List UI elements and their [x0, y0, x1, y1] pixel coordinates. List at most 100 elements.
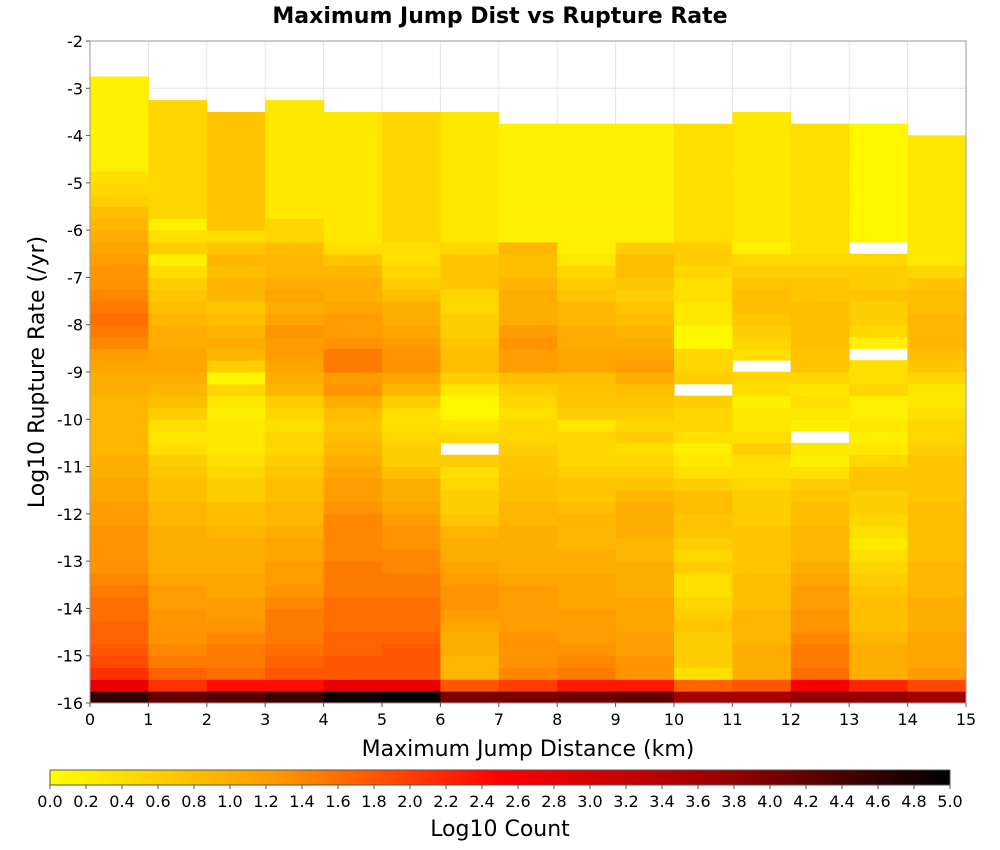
heatmap-cell — [557, 620, 617, 633]
y-tick-label: -2 — [67, 32, 83, 51]
heatmap-cell — [382, 407, 441, 420]
heatmap-cell — [440, 395, 500, 408]
colorbar-tick-label: 0.8 — [181, 792, 206, 811]
colorbar-tick-label: 3.4 — [649, 792, 674, 811]
heatmap-cell — [557, 194, 617, 207]
heatmap-cell — [148, 159, 208, 172]
heatmap-cell — [674, 395, 733, 408]
heatmap-cell — [206, 655, 266, 669]
heatmap-cell — [265, 135, 325, 148]
heatmap-cell — [440, 502, 500, 515]
plot-area — [89, 40, 967, 704]
heatmap-cell — [206, 466, 266, 479]
heatmap-cell — [557, 241, 617, 255]
heatmap-cell — [440, 691, 500, 704]
heatmap-cell — [440, 596, 500, 609]
heatmap-cell — [907, 171, 967, 184]
heatmap-cell — [382, 123, 441, 137]
heatmap-cell — [849, 691, 909, 704]
x-tick-label: 9 — [611, 710, 621, 729]
heatmap-cell — [557, 407, 617, 420]
heatmap-cell — [148, 265, 208, 278]
heatmap-cell — [907, 442, 967, 456]
heatmap-cell — [615, 182, 675, 196]
heatmap-cell — [265, 383, 325, 397]
heatmap-cell — [674, 230, 733, 243]
heatmap-cell — [382, 265, 441, 278]
heatmap-cell — [557, 525, 617, 538]
heatmap-cell — [440, 182, 500, 196]
heatmap-cell — [382, 241, 441, 255]
heatmap-cell — [907, 584, 967, 598]
heatmap-cell — [498, 123, 558, 137]
heatmap-cell — [557, 679, 617, 692]
heatmap-cell — [615, 312, 675, 326]
heatmap-cell — [323, 171, 383, 184]
heatmap-cell — [790, 561, 850, 574]
heatmap-cell — [790, 608, 850, 621]
heatmap-cell — [265, 525, 325, 538]
heatmap-cell — [907, 454, 967, 468]
heatmap-cell — [148, 241, 208, 255]
heatmap-cell — [148, 383, 208, 397]
heatmap-cell — [557, 289, 617, 302]
heatmap-cell — [498, 561, 558, 574]
heatmap-cell — [790, 407, 850, 420]
heatmap-cell — [90, 88, 149, 101]
heatmap-cell — [849, 336, 909, 349]
heatmap-cell — [849, 655, 909, 669]
heatmap-cell — [498, 301, 558, 314]
heatmap-cell — [557, 632, 617, 645]
heatmap-cell — [615, 632, 675, 645]
heatmap-cell — [498, 466, 558, 479]
heatmap-cell — [790, 667, 850, 680]
heatmap-cell — [90, 100, 149, 113]
heatmap-cell — [498, 230, 558, 243]
heatmap-cell — [265, 655, 325, 669]
heatmap-cell — [732, 537, 792, 550]
heatmap-cell — [615, 383, 675, 397]
heatmap-cell — [790, 466, 850, 479]
x-tick-label: 4 — [319, 710, 329, 729]
heatmap-cell — [440, 147, 500, 160]
heatmap-cell — [265, 171, 325, 184]
heatmap-cell — [440, 608, 500, 621]
heatmap-cell — [265, 277, 325, 290]
heatmap-cell — [615, 442, 675, 456]
y-tick-label: -11 — [57, 458, 83, 477]
heatmap-cell — [440, 265, 500, 278]
heatmap-cell — [557, 643, 617, 657]
colorbar-tick-label: 4.2 — [793, 792, 818, 811]
x-tick-label: 11 — [722, 710, 742, 729]
heatmap-cell — [148, 147, 208, 160]
heatmap-cell — [907, 218, 967, 231]
heatmap-cell — [148, 324, 208, 338]
heatmap-cell — [323, 490, 383, 503]
colorbar-tick-label: 0.4 — [109, 792, 134, 811]
heatmap-cell — [90, 289, 149, 302]
heatmap-cell — [732, 123, 792, 137]
colorbar-tick-label: 1.2 — [253, 792, 278, 811]
heatmap-cell — [323, 360, 383, 373]
heatmap-cell — [732, 572, 792, 586]
heatmap-cell — [148, 253, 208, 267]
heatmap-cell — [674, 348, 733, 361]
heatmap-cell — [498, 147, 558, 160]
heatmap-cell — [907, 241, 967, 255]
heatmap-cell — [615, 608, 675, 621]
heatmap-cell — [732, 655, 792, 669]
heatmap-cell — [498, 194, 558, 207]
heatmap-cell — [732, 561, 792, 574]
heatmap-cell — [323, 691, 383, 704]
heatmap-cell — [907, 596, 967, 609]
heatmap-cell — [148, 123, 208, 137]
heatmap-cell — [440, 383, 500, 397]
heatmap-cell — [206, 608, 266, 621]
heatmap-cell — [206, 525, 266, 538]
heatmap-cell — [382, 194, 441, 207]
heatmap-cell — [674, 135, 733, 148]
heatmap-cell — [382, 632, 441, 645]
heatmap-cell — [498, 596, 558, 609]
heatmap-cell — [148, 336, 208, 349]
heatmap-cell — [440, 490, 500, 503]
